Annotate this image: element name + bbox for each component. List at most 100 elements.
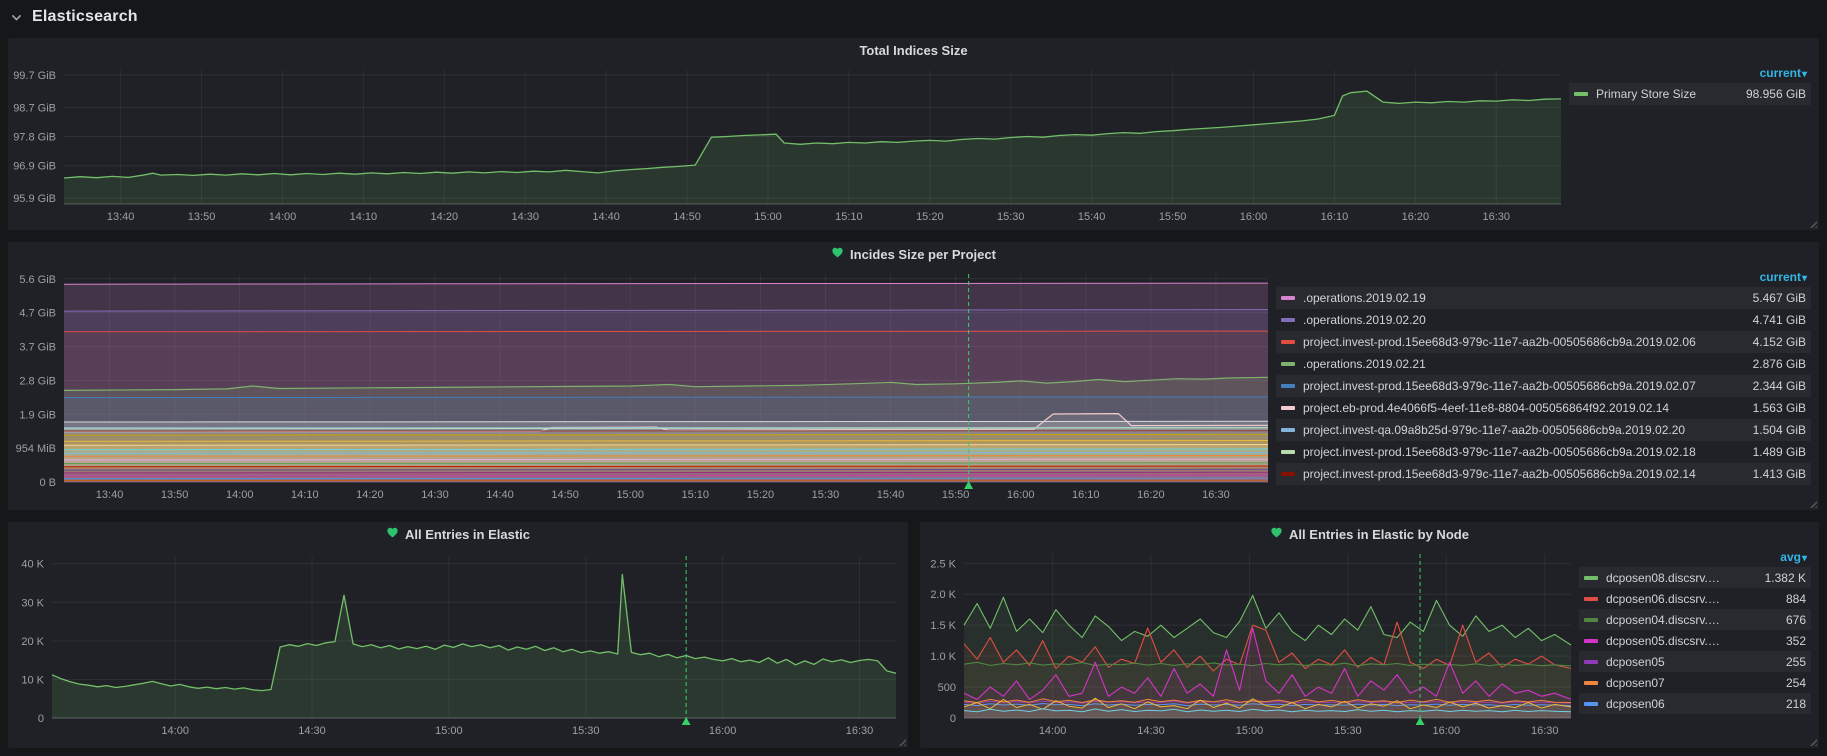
legend-item[interactable]: dcposen06 218	[1579, 693, 1811, 714]
svg-text:2.5 K: 2.5 K	[930, 558, 956, 570]
legend-item[interactable]: .operations.2019.02.20 4.741 GiB	[1276, 309, 1811, 331]
series-name: Primary Store Size	[1596, 87, 1697, 101]
panel-incides-size-per-project: Incides Size per Project 13:40 13:50 14:00…	[8, 242, 1819, 510]
legend-item[interactable]: dcposen06.discsrv.co.za 884	[1579, 588, 1811, 609]
svg-text:16:30: 16:30	[1531, 725, 1559, 737]
series-name: project.eb-prod.4e4066f5-4eef-11e8-8804-…	[1303, 401, 1670, 415]
series-name: .operations.2019.02.19	[1303, 291, 1426, 305]
chevron-down-icon	[10, 11, 23, 24]
series-color-swatch	[1281, 318, 1295, 322]
series-current-value: 1.413 GiB	[1752, 467, 1806, 481]
svg-text:15:20: 15:20	[747, 489, 775, 501]
health-ok-heart-icon	[831, 245, 844, 263]
caret-down-icon: ▾	[1801, 553, 1807, 564]
health-ok-heart-icon	[386, 525, 399, 543]
panel-resize-handle[interactable]	[1808, 737, 1817, 746]
series-color-swatch	[1584, 638, 1598, 643]
svg-text:16:30: 16:30	[1202, 489, 1230, 501]
svg-text:13:40: 13:40	[107, 211, 135, 223]
panel-title-incides-size-per-project[interactable]: Incides Size per Project	[8, 242, 1819, 266]
panel-resize-handle[interactable]	[1808, 499, 1817, 508]
series-color-swatch	[1281, 296, 1295, 300]
svg-text:15:00: 15:00	[616, 489, 644, 501]
svg-text:15:40: 15:40	[1078, 211, 1106, 223]
series-name: dcposen05.discsrv.co.za	[1606, 633, 1724, 648]
svg-text:14:00: 14:00	[226, 489, 254, 501]
svg-text:14:30: 14:30	[298, 725, 326, 737]
svg-text:15:20: 15:20	[916, 211, 944, 223]
chart-all-entries-in-elastic[interactable]: 14:00 14:30 15:00 15:30 16:00 16:30 40 K 30 K 20…	[8, 546, 908, 746]
svg-text:15:30: 15:30	[812, 489, 840, 501]
legend-sort-header[interactable]: current▾	[1759, 270, 1807, 284]
panel-resize-handle[interactable]	[897, 737, 906, 746]
legend-item[interactable]: dcposen05.discsrv.co.za 352	[1579, 630, 1811, 651]
panel-title-all-entries-in-elastic[interactable]: All Entries in Elastic	[8, 522, 908, 546]
svg-text:4.7 GiB: 4.7 GiB	[19, 308, 56, 320]
svg-text:1.0 K: 1.0 K	[930, 651, 956, 663]
series-color-swatch	[1584, 617, 1598, 622]
svg-text:14:00: 14:00	[269, 211, 297, 223]
legend-item[interactable]: .operations.2019.02.19 5.467 GiB	[1276, 287, 1811, 309]
svg-text:500: 500	[938, 682, 956, 694]
series-color-swatch	[1584, 575, 1598, 580]
series-current-value: 4.741 GiB	[1752, 313, 1806, 327]
svg-text:14:50: 14:50	[673, 211, 701, 223]
chart-total-indices-size[interactable]: 13:40 13:50 14:00 14:10 14:20 14:30 14:40 14:50…	[8, 62, 1567, 228]
legend-item[interactable]: project.invest-prod.15ee68d3-979c-11e7-a…	[1276, 331, 1811, 353]
legend-item[interactable]: .operations.2019.02.21 2.876 GiB	[1276, 353, 1811, 375]
legend-sort-header[interactable]: avg▾	[1780, 550, 1807, 564]
legend-item[interactable]: dcposen04.discsrv.co.za 676	[1579, 609, 1811, 630]
legend-item[interactable]: dcposen05 255	[1579, 651, 1811, 672]
legend-item[interactable]: project.invest-prod.15ee68d3-979c-11e7-a…	[1276, 463, 1811, 485]
chart-incides-size-per-project[interactable]: 13:40 13:50 14:00 14:10 14:20 14:30 14:40 14:50…	[8, 266, 1274, 508]
legend-item[interactable]: project.eb-prod.4e4066f5-4eef-11e8-8804-…	[1276, 397, 1811, 419]
series-current-value: 2.344 GiB	[1752, 379, 1806, 393]
series-color-swatch	[1584, 596, 1598, 601]
svg-text:95.9 GiB: 95.9 GiB	[13, 193, 56, 205]
series-current-value: 254	[1785, 675, 1806, 690]
series-current-value: 352	[1785, 633, 1806, 648]
svg-text:16:20: 16:20	[1402, 211, 1430, 223]
panel-title-all-entries-in-elastic-by-node[interactable]: All Entries in Elastic by Node	[920, 522, 1819, 546]
svg-text:14:30: 14:30	[421, 489, 449, 501]
svg-text:15:00: 15:00	[435, 725, 463, 737]
series-name: .operations.2019.02.21	[1303, 357, 1426, 371]
series-name: dcposen04.discsrv.co.za	[1606, 612, 1724, 627]
svg-text:16:00: 16:00	[1433, 725, 1461, 737]
series-name: dcposen05	[1606, 654, 1665, 669]
legend-sort-header[interactable]: current▾	[1759, 66, 1807, 80]
caret-down-icon: ▾	[1801, 69, 1807, 80]
legend-item[interactable]: Primary Store Size 98.956 GiB	[1569, 83, 1811, 105]
svg-text:0 B: 0 B	[39, 477, 56, 489]
dashboard-row-elasticsearch[interactable]: Elasticsearch	[10, 0, 138, 34]
svg-text:16:30: 16:30	[846, 725, 874, 737]
svg-text:16:20: 16:20	[1137, 489, 1165, 501]
svg-text:15:10: 15:10	[682, 489, 710, 501]
svg-text:13:50: 13:50	[188, 211, 216, 223]
svg-text:16:30: 16:30	[1482, 211, 1510, 223]
series-current-value: 1.563 GiB	[1752, 401, 1806, 415]
chart-all-entries-in-elastic-by-node[interactable]: 14:00 14:30 15:00 15:30 16:00 16:30 2.5 K 2.0 K…	[920, 546, 1577, 746]
series-current-value: 218	[1785, 696, 1806, 711]
legend-item[interactable]: dcposen07 254	[1579, 672, 1811, 693]
svg-text:1.9 GiB: 1.9 GiB	[19, 409, 56, 421]
series-name: project.invest-prod.15ee68d3-979c-11e7-a…	[1303, 445, 1696, 459]
legend-item[interactable]: project.invest-qa.09a8b25d-979c-11e7-aa2…	[1276, 419, 1811, 441]
legend-item[interactable]: dcposen08.discsrv.co.za 1.382 K	[1579, 567, 1811, 588]
panel-resize-handle[interactable]	[1808, 219, 1817, 228]
legend-item[interactable]: project.invest-prod.15ee68d3-979c-11e7-a…	[1276, 441, 1811, 463]
series-color-swatch	[1584, 701, 1598, 706]
series-current-value: 676	[1785, 612, 1806, 627]
series-color-swatch	[1281, 472, 1295, 476]
series-color-swatch	[1281, 384, 1295, 388]
series-name: dcposen08.discsrv.co.za	[1606, 570, 1724, 585]
svg-text:14:40: 14:40	[592, 211, 620, 223]
series-current-value: 1.489 GiB	[1752, 445, 1806, 459]
panel-title-total-indices-size[interactable]: Total Indices Size	[8, 38, 1819, 62]
series-current-value: 1.504 GiB	[1752, 423, 1806, 437]
svg-text:13:40: 13:40	[96, 489, 124, 501]
svg-text:20 K: 20 K	[21, 636, 44, 648]
row-title: Elasticsearch	[32, 8, 138, 25]
legend-item[interactable]: project.invest-prod.15ee68d3-979c-11e7-a…	[1276, 375, 1811, 397]
